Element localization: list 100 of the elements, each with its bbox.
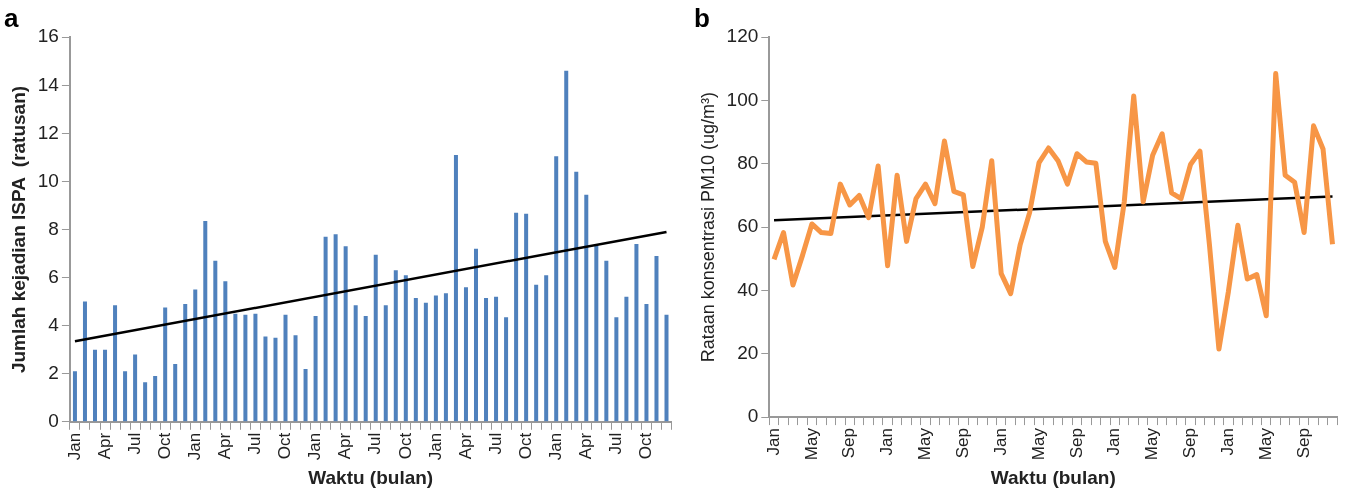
bar <box>323 236 328 422</box>
x-tick-label: Jul <box>485 432 505 455</box>
y-tick-label: 40 <box>737 278 759 300</box>
x-tick-label: Sep <box>953 428 973 459</box>
y-tick-label: 14 <box>37 73 60 95</box>
x-tick-label: Oct <box>515 432 535 460</box>
x-tick-label: Sep <box>1066 428 1086 459</box>
y-tick-label: 60 <box>737 215 759 237</box>
y-axis-title: Rataan konsentrasi PM10 (ug/m³) <box>697 92 718 363</box>
bar <box>313 316 318 422</box>
bar <box>253 313 258 422</box>
bar <box>634 243 639 422</box>
y-tick-label: 6 <box>48 265 59 287</box>
bar <box>544 275 549 422</box>
bar <box>373 254 378 422</box>
y-tick-label: 8 <box>48 217 59 239</box>
bar <box>433 295 438 422</box>
x-tick-label: Sep <box>1180 428 1200 459</box>
y-tick-label: 2 <box>48 361 59 383</box>
bar <box>514 212 519 422</box>
bar <box>443 293 448 422</box>
bar <box>403 275 408 422</box>
bar <box>293 335 298 422</box>
chart-title: a <box>4 2 19 33</box>
bar <box>343 246 348 422</box>
bar <box>413 298 418 422</box>
bar <box>453 154 458 422</box>
x-tick-label: Jul <box>365 432 385 455</box>
bar <box>594 243 599 422</box>
bar <box>233 313 238 422</box>
y-tick-label: 100 <box>726 88 759 110</box>
bar <box>644 304 649 422</box>
bar <box>183 304 188 422</box>
bar <box>203 221 208 422</box>
bar <box>383 305 388 422</box>
y-tick-label: 80 <box>737 152 759 174</box>
bar <box>353 305 358 422</box>
bar <box>584 194 589 422</box>
bar <box>504 317 509 422</box>
chart-title: b <box>694 2 710 33</box>
x-tick-label: May <box>1255 427 1275 461</box>
bar <box>173 364 178 422</box>
y-tick-label: 10 <box>37 169 59 191</box>
bar <box>534 284 539 422</box>
bar <box>423 302 428 422</box>
bar <box>654 255 659 422</box>
bar <box>193 289 198 422</box>
x-tick-label: Jul <box>124 432 144 455</box>
x-tick-label: Jan <box>64 432 84 461</box>
y-tick-label: 12 <box>37 121 59 143</box>
bar <box>554 156 559 422</box>
bar <box>393 270 398 422</box>
x-tick-label: Oct <box>395 432 415 460</box>
x-tick-label: May <box>1028 427 1048 461</box>
x-tick-label: May <box>915 427 935 461</box>
bar <box>113 305 118 422</box>
x-tick-label: Sep <box>839 428 859 459</box>
bar <box>123 371 128 422</box>
bar <box>604 260 609 422</box>
x-tick-label: Apr <box>94 432 114 460</box>
bar <box>143 382 148 422</box>
bar <box>243 314 248 422</box>
bar <box>494 296 499 422</box>
bar <box>92 349 98 422</box>
bar <box>283 314 288 422</box>
bar <box>524 213 529 422</box>
x-tick-label: Jan <box>763 428 783 456</box>
x-tick-label: Jan <box>425 432 445 461</box>
bar <box>82 301 87 422</box>
x-tick-label: Jan <box>1218 428 1238 456</box>
x-tick-label: Jul <box>245 432 265 455</box>
y-tick-label: 120 <box>726 25 759 47</box>
x-axis-title: Waktu (bulan) <box>990 466 1116 488</box>
x-tick-label: May <box>801 427 821 461</box>
x-axis-title: Waktu (bulan) <box>308 466 434 488</box>
y-axis-title: Jumlah kejadian ISPA (ratusan) <box>7 85 29 374</box>
x-tick-label: Apr <box>335 432 355 460</box>
y-tick-label: 16 <box>37 25 59 47</box>
bar <box>564 70 569 422</box>
x-tick-label: Jan <box>545 432 565 461</box>
x-tick-label: Jan <box>1104 428 1124 456</box>
bar <box>664 314 669 422</box>
x-tick-label: Oct <box>154 432 174 460</box>
y-tick-label: 20 <box>737 342 759 363</box>
x-tick-label: Jan <box>990 428 1010 456</box>
bar <box>303 368 308 422</box>
bar <box>103 349 108 422</box>
x-tick-label: Jul <box>606 432 626 455</box>
bar <box>163 307 168 422</box>
bar <box>333 234 338 422</box>
bar <box>133 354 138 422</box>
x-tick-label: May <box>1142 427 1162 461</box>
x-tick-label: Sep <box>1293 428 1313 459</box>
x-tick-label: Jan <box>877 428 897 456</box>
bar <box>72 371 77 422</box>
bar <box>213 260 218 422</box>
bar <box>474 248 479 422</box>
bar <box>363 316 368 422</box>
x-tick-label: Apr <box>575 432 595 460</box>
x-tick-label: Oct <box>275 432 295 460</box>
